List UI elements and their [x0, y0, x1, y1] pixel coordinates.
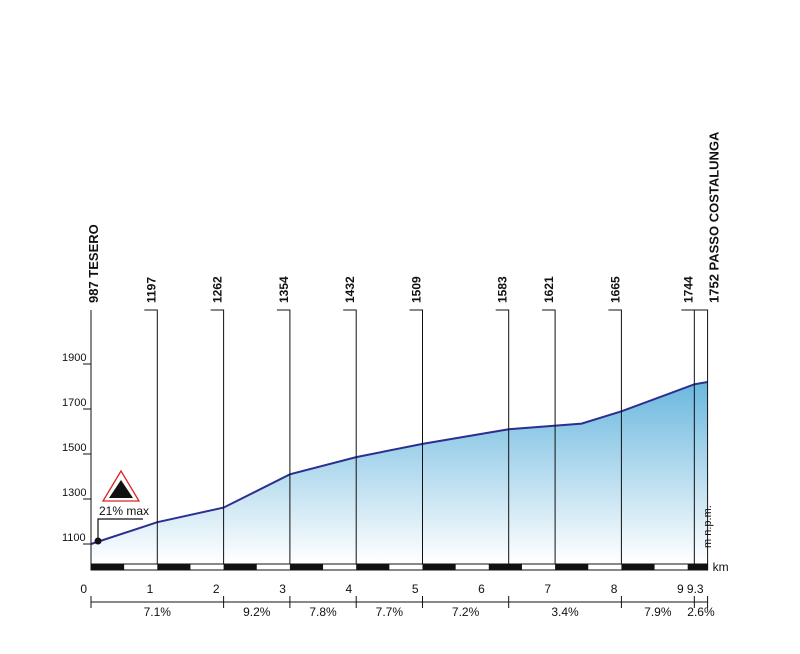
waypoint-line: [276, 309, 291, 570]
gradient-label: 7.8%: [309, 605, 337, 619]
y-tick-label: 1100: [62, 532, 86, 544]
gradient-label: 7.7%: [376, 605, 404, 619]
waypoint-altitude-label: 1665: [608, 276, 622, 303]
km-tick-label: 2: [213, 582, 220, 596]
km-tick-label: 3: [279, 582, 286, 596]
distance-bar-segment: [223, 564, 257, 570]
km-tick-label: 7: [544, 582, 551, 596]
finish-label: 1752 PASSO COSTALUNGA: [707, 131, 722, 303]
km-tick-label: 1: [147, 582, 154, 596]
waypoint-altitude-label: 1262: [211, 276, 225, 303]
km-tick-label: 9: [677, 582, 684, 596]
waypoint-line: [608, 309, 622, 570]
waypoint-line: [409, 309, 423, 570]
distance-bar-segment: [687, 564, 708, 570]
distance-bar-segment: [422, 564, 456, 570]
km-tick-label: 6: [478, 582, 485, 596]
waypoint-line: [681, 309, 695, 570]
profile-area: [91, 382, 708, 563]
km-tick-label: 0: [80, 582, 87, 596]
distance-bar-segment: [621, 564, 655, 570]
waypoint-altitude-label: 1509: [410, 276, 424, 303]
max-gradient-indicator: 21% max: [94, 469, 149, 545]
waypoint-line: [210, 309, 225, 570]
distance-bar-segment: [289, 564, 324, 570]
y-tick-label: 1900: [62, 352, 86, 364]
start-label: 987 TESERO: [86, 224, 101, 303]
y-tick-label: 1300: [62, 487, 86, 499]
y-axis-unit-label: m n.p.m.: [702, 505, 714, 548]
waypoint-altitude-label: 1354: [277, 276, 291, 303]
distance-bar-segment: [356, 564, 390, 570]
waypoint-line: [542, 309, 556, 570]
km-tick-label: 9.3: [687, 582, 704, 596]
gradient-label: 7.1%: [144, 605, 172, 619]
km-tick-label: 8: [611, 582, 618, 596]
start-marker: [94, 537, 102, 545]
km-tick-label: 5: [412, 582, 419, 596]
km-tick-label: 4: [346, 582, 353, 596]
gradient-label: 9.2%: [243, 605, 271, 619]
gradient-label: 3.4%: [551, 605, 579, 619]
distance-bar-segment: [555, 564, 589, 570]
waypoint-altitude-label: 1621: [542, 276, 556, 303]
gradient-label: 7.9%: [644, 605, 672, 619]
km-unit-label: km: [713, 560, 729, 574]
gradient-label: 7.2%: [452, 605, 480, 619]
waypoint-altitude-label: 1432: [343, 276, 357, 303]
y-tick-label: 1500: [62, 442, 86, 454]
waypoint-altitude-label: 1583: [496, 276, 510, 303]
distance-bar-segment: [91, 564, 125, 570]
distance-bar-segment: [157, 564, 191, 570]
waypoint-altitude-label: 1744: [681, 276, 695, 303]
max-gradient-label: 21% max: [99, 504, 149, 518]
distance-bar-segment: [488, 564, 522, 570]
y-tick-label: 1700: [62, 397, 86, 409]
waypoint-line: [343, 309, 357, 570]
waypoint-line: [144, 309, 158, 570]
gradient-label: 2.6%: [687, 605, 715, 619]
waypoint-altitude-label: 1197: [144, 277, 158, 303]
finish-vertical-line: [694, 309, 709, 570]
waypoint-line: [495, 309, 510, 570]
